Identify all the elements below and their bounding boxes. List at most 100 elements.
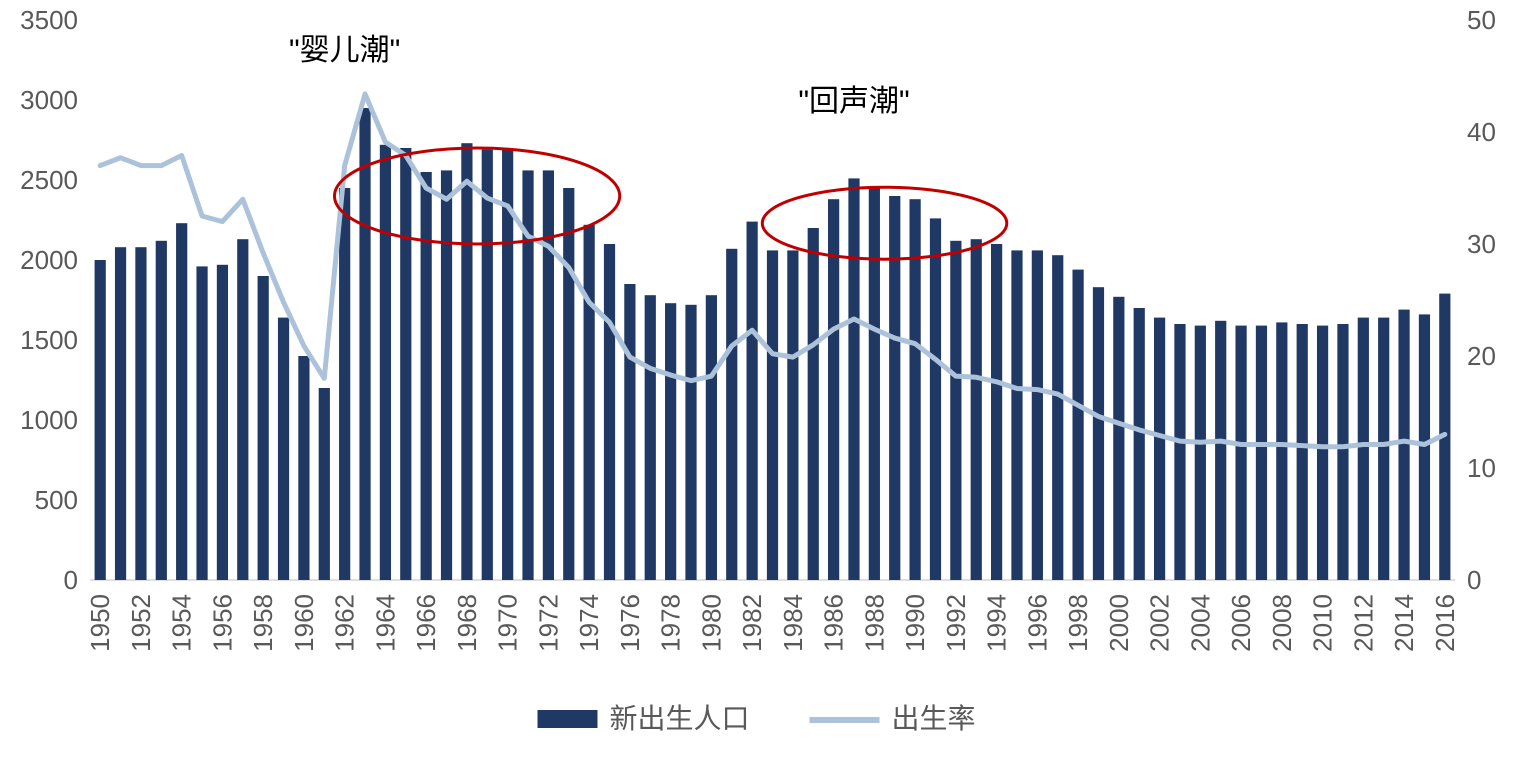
bar — [869, 188, 880, 580]
bar — [1154, 318, 1165, 580]
x-tick-label: 1992 — [941, 594, 971, 652]
bar — [1011, 250, 1022, 580]
bar — [624, 284, 635, 580]
y-right-tick-label: 10 — [1467, 453, 1496, 483]
x-tick-label: 1998 — [1063, 594, 1093, 652]
bar — [848, 178, 859, 580]
y-right-tick-label: 0 — [1467, 565, 1481, 595]
bar — [359, 108, 370, 580]
bar — [1072, 270, 1083, 580]
bar — [1276, 322, 1287, 580]
x-tick-label: 1972 — [533, 594, 563, 652]
bar — [156, 241, 167, 580]
y-left-tick-label: 3500 — [20, 5, 78, 35]
y-right-tick-label: 40 — [1467, 117, 1496, 147]
bar — [278, 318, 289, 580]
bar — [1297, 324, 1308, 580]
bar — [706, 295, 717, 580]
bar — [380, 145, 391, 580]
bar — [217, 265, 228, 580]
bar — [910, 199, 921, 580]
legend-label-bars: 新出生人口 — [610, 703, 750, 734]
x-tick-label: 1984 — [778, 594, 808, 652]
x-tick-label: 2012 — [1348, 594, 1378, 652]
bar — [1378, 318, 1389, 580]
bar — [604, 244, 615, 580]
y-left-tick-label: 0 — [64, 565, 78, 595]
bar — [685, 305, 696, 580]
bar — [950, 241, 961, 580]
bar — [1358, 318, 1369, 580]
bar — [1235, 326, 1246, 580]
y-left-tick-label: 1000 — [20, 405, 78, 435]
bar — [237, 239, 248, 580]
x-tick-label: 1960 — [289, 594, 319, 652]
x-tick-label: 1994 — [982, 594, 1012, 652]
x-tick-label: 1980 — [696, 594, 726, 652]
bar — [1032, 250, 1043, 580]
bar — [1174, 324, 1185, 580]
x-tick-label: 1990 — [900, 594, 930, 652]
y-right-tick-label: 30 — [1467, 229, 1496, 259]
x-tick-label: 1968 — [452, 594, 482, 652]
bar — [400, 148, 411, 580]
bar — [747, 222, 758, 580]
x-tick-label: 1964 — [370, 594, 400, 652]
bar — [258, 276, 269, 580]
bar — [1337, 324, 1348, 580]
bar — [482, 150, 493, 580]
x-tick-label: 1954 — [167, 594, 197, 652]
bar — [543, 170, 554, 580]
x-tick-label: 2010 — [1308, 594, 1338, 652]
x-tick-label: 1956 — [207, 594, 237, 652]
y-left-tick-label: 2000 — [20, 245, 78, 275]
x-tick-label: 1996 — [1022, 594, 1052, 652]
bar — [991, 244, 1002, 580]
birth-population-chart: 0500100015002000250030003500010203040501… — [0, 0, 1515, 758]
bar — [665, 303, 676, 580]
bar — [196, 266, 207, 580]
x-tick-label: 1986 — [819, 594, 849, 652]
x-tick-label: 2014 — [1389, 594, 1419, 652]
bar — [421, 172, 432, 580]
bar — [563, 188, 574, 580]
bar — [1215, 321, 1226, 580]
x-tick-label: 1962 — [330, 594, 360, 652]
x-tick-label: 1952 — [126, 594, 156, 652]
x-tick-label: 1976 — [615, 594, 645, 652]
bar — [1195, 326, 1206, 580]
x-tick-label: 1958 — [248, 594, 278, 652]
bar — [339, 188, 350, 580]
x-tick-label: 1978 — [656, 594, 686, 652]
annotation-label-echo-boom: "回声潮" — [798, 85, 909, 118]
y-left-tick-label: 500 — [35, 485, 78, 515]
bar — [971, 239, 982, 580]
y-right-tick-label: 50 — [1467, 5, 1496, 35]
x-tick-label: 2016 — [1430, 594, 1460, 652]
bar — [1093, 287, 1104, 580]
bar — [1113, 297, 1124, 580]
bar — [298, 356, 309, 580]
bar — [584, 225, 595, 580]
x-tick-label: 2004 — [1185, 594, 1215, 652]
bar — [176, 223, 187, 580]
bar — [645, 295, 656, 580]
y-left-tick-label: 2500 — [20, 165, 78, 195]
bar — [461, 143, 472, 580]
bar — [808, 228, 819, 580]
x-tick-label: 1966 — [411, 594, 441, 652]
annotation-ellipse-echo-boom — [762, 187, 1006, 259]
bar — [787, 250, 798, 580]
y-right-tick-label: 20 — [1467, 341, 1496, 371]
chart-svg: 0500100015002000250030003500010203040501… — [0, 0, 1515, 758]
x-tick-label: 1974 — [574, 594, 604, 652]
bar — [1398, 310, 1409, 580]
x-tick-label: 2000 — [1104, 594, 1134, 652]
x-tick-label: 1988 — [859, 594, 889, 652]
bar — [889, 196, 900, 580]
y-left-tick-label: 1500 — [20, 325, 78, 355]
bar — [1419, 314, 1430, 580]
bar — [930, 218, 941, 580]
x-tick-label: 2008 — [1267, 594, 1297, 652]
x-tick-label: 1982 — [737, 594, 767, 652]
